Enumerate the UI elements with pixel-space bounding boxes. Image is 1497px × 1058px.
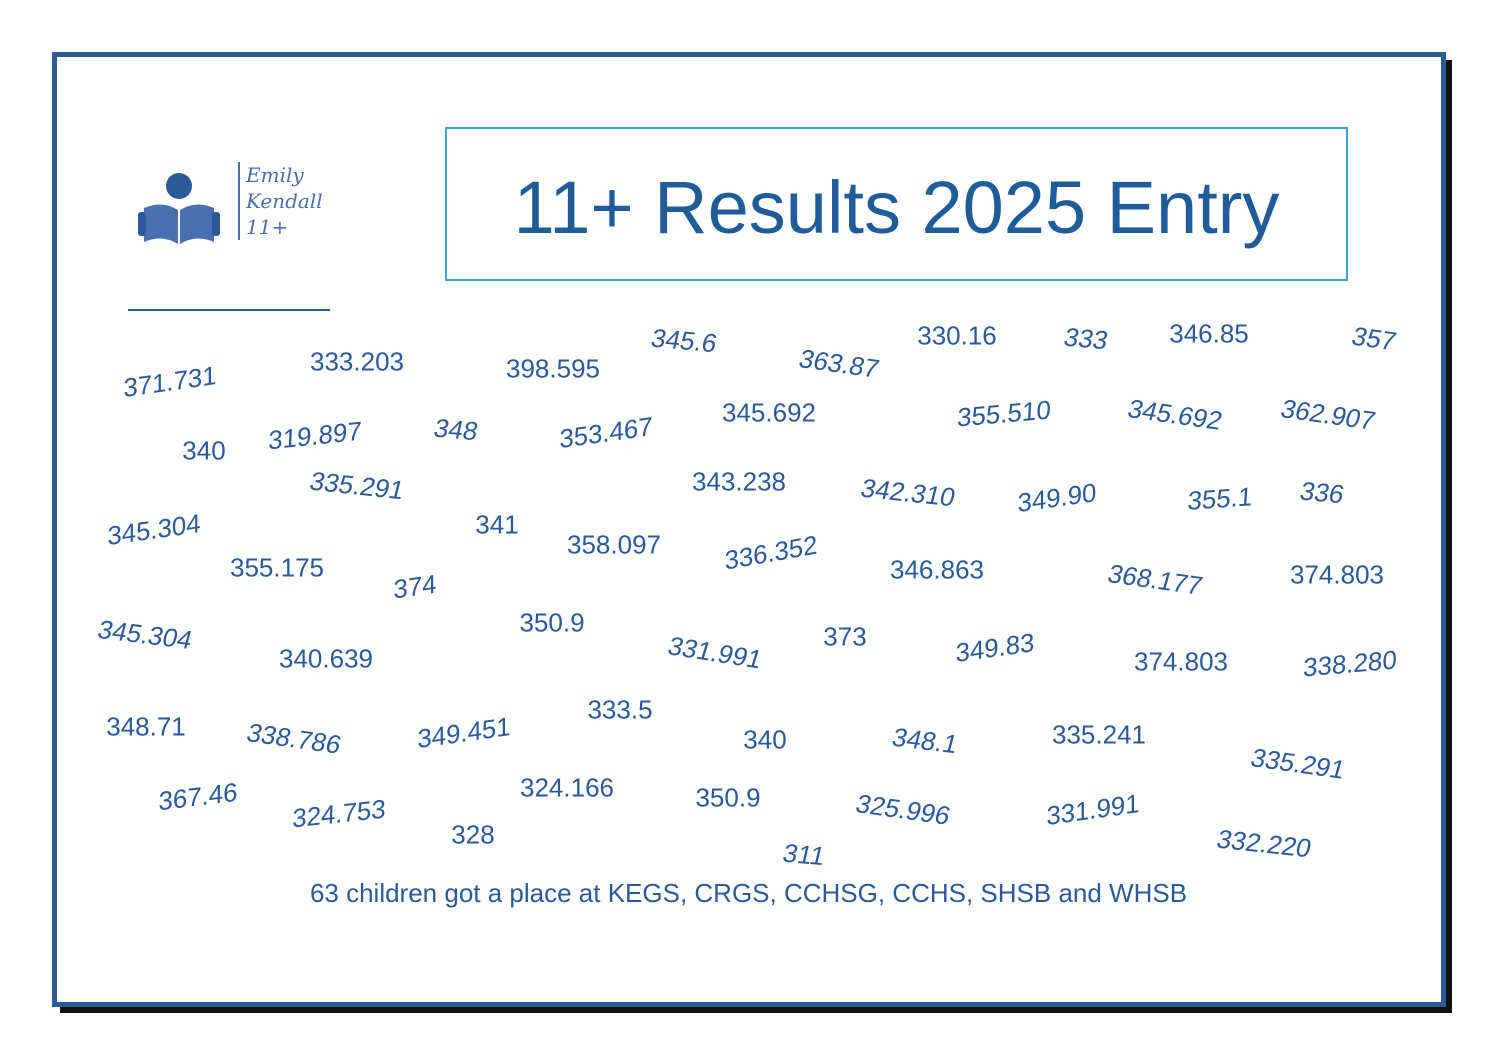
score: 348	[431, 412, 482, 447]
score: 340	[182, 435, 226, 466]
score: 350.9	[519, 607, 585, 638]
score: 328	[451, 819, 495, 850]
score: 311	[780, 837, 829, 872]
title-box: 11+ Results 2025 Entry	[445, 127, 1348, 281]
score: 336	[1297, 475, 1348, 510]
logo-line: Kendall	[246, 189, 323, 213]
logo-line: Emily	[246, 163, 304, 187]
score: 333	[1061, 321, 1112, 356]
score: 346.863	[890, 554, 984, 585]
score: 355.1	[1186, 481, 1254, 516]
score: 373	[823, 621, 867, 652]
score: 345.692	[722, 397, 816, 428]
score: 346.85	[1169, 318, 1249, 349]
score: 355.175	[230, 552, 324, 583]
logo-text: Emily Kendall 11+	[238, 162, 323, 240]
score: 374.803	[1134, 646, 1228, 677]
divider	[128, 309, 330, 311]
score: 335.241	[1052, 719, 1146, 750]
score: 348.71	[106, 711, 186, 742]
logo-line: 11+	[246, 215, 289, 239]
score: 398.595	[506, 353, 600, 384]
score: 345.6	[648, 322, 720, 359]
score: 350.9	[695, 782, 761, 813]
score: 324.166	[520, 772, 614, 803]
frame	[52, 52, 1446, 1007]
score: 358.097	[567, 529, 661, 560]
title: 11+ Results 2025 Entry	[513, 166, 1280, 249]
score: 340.639	[279, 643, 373, 674]
score: 374	[393, 568, 437, 605]
logo-icon	[138, 173, 220, 244]
score: 330.16	[917, 320, 997, 351]
score: 343.238	[692, 466, 786, 497]
score: 341	[475, 509, 519, 540]
score: 357	[1348, 320, 1400, 357]
score: 333.5	[587, 694, 653, 725]
score: 374.803	[1290, 559, 1384, 590]
score: 333.203	[310, 346, 404, 377]
footer: 63 children got a place at KEGS, CRGS, C…	[309, 878, 1188, 908]
score: 340	[743, 724, 787, 755]
